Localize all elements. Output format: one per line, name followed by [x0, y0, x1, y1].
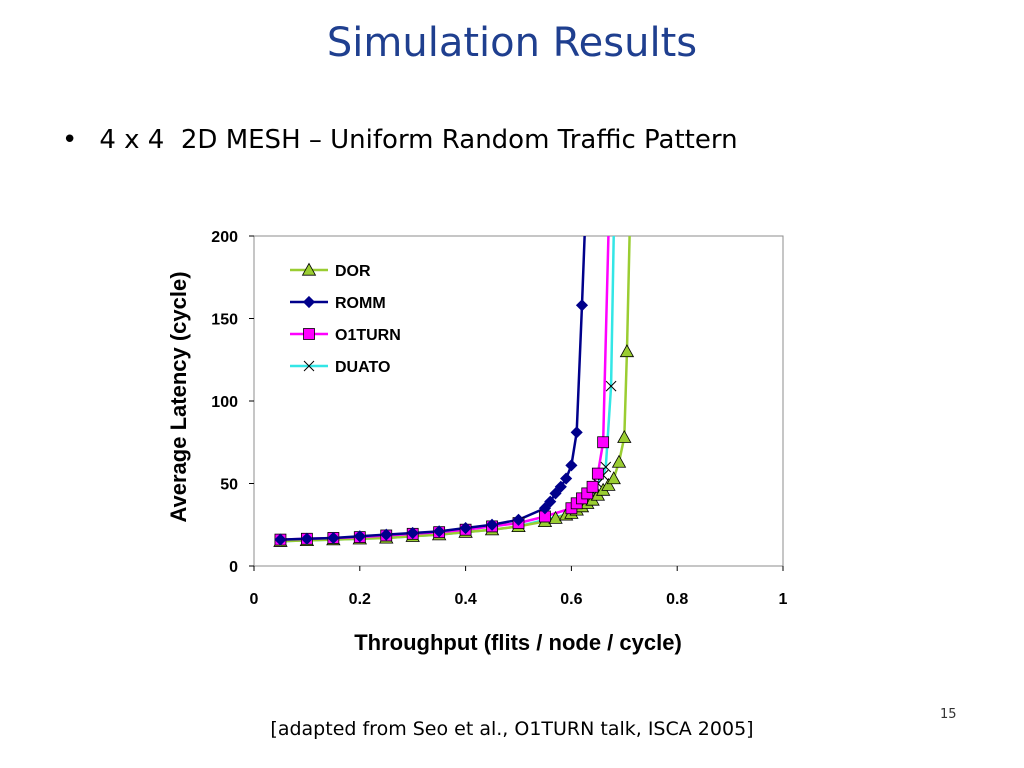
axes: 0 50 100 150 200 0 0.2 0.4 0.6 0.8 1	[211, 229, 787, 608]
x-axis-title: Throughput (flits / node / cycle)	[354, 630, 682, 655]
data-point-romm	[560, 472, 573, 485]
data-point-o1turn	[586, 480, 599, 493]
data-point-duato	[605, 380, 617, 392]
x-tick-label: 1	[779, 591, 788, 608]
legend-marker-o1turn	[303, 328, 315, 340]
data-point-o1turn	[591, 467, 604, 480]
data-point-dor	[601, 477, 616, 491]
source-caption: [adapted from Seo et al., O1TURN talk, I…	[270, 718, 754, 740]
y-tick-label: 150	[211, 312, 238, 329]
page-number: 15	[940, 707, 957, 722]
data-point-romm	[549, 487, 562, 500]
data-point-dor	[619, 344, 635, 358]
data-point-dor	[611, 454, 627, 468]
data-point-romm	[544, 495, 557, 508]
x-tick-label: 0.2	[349, 591, 371, 608]
data-point-romm	[433, 525, 446, 538]
data-point-romm	[565, 459, 578, 472]
y-tick-label: 200	[211, 229, 238, 246]
legend-label-o1turn: O1TURN	[335, 327, 401, 344]
data-point-romm	[538, 502, 552, 515]
latency-chart: 0 50 100 150 200 0 0.2 0.4 0.6 0.8 1 DOR ROMM O1TURN…	[166, 229, 788, 655]
data-point-dor	[606, 471, 621, 485]
x-tick-label: 0.6	[560, 591, 582, 608]
y-tick-label: 50	[220, 477, 238, 494]
x-tick-label: 0.8	[666, 591, 688, 608]
y-tick-label: 100	[211, 394, 238, 411]
data-point-romm	[512, 513, 525, 526]
legend-label-duato: DUATO	[335, 359, 390, 376]
legend-marker-duato	[303, 360, 315, 372]
x-tick-label: 0.4	[454, 591, 476, 608]
plot-area	[253, 235, 784, 567]
data-point-romm	[274, 533, 287, 546]
data-point-romm	[327, 531, 340, 545]
legend-marker-romm	[302, 295, 316, 309]
data-point-dor	[617, 429, 632, 443]
data-point-romm	[380, 528, 393, 541]
data-point-dor	[548, 510, 563, 524]
data-point-romm	[485, 518, 499, 531]
series-markers	[273, 299, 635, 547]
legend-label-dor: DOR	[335, 263, 371, 280]
data-point-o1turn	[597, 436, 610, 449]
data-point-romm	[353, 530, 366, 543]
bullet-item: • 4 x 4 2D MESH – Uniform Random Traffic …	[62, 125, 738, 155]
data-point-romm	[406, 526, 419, 540]
bullet-text: 4 x 4 2D MESH – Uniform Random Traffic P…	[99, 125, 738, 155]
y-axis-title: Average Latency (cycle)	[166, 271, 191, 522]
bullet-icon: •	[62, 125, 78, 155]
legend-label-romm: ROMM	[335, 295, 386, 312]
legend: DOR ROMM O1TURN DUATO	[290, 262, 401, 376]
y-tick-label: 0	[229, 559, 238, 576]
x-tick-label: 0	[250, 591, 259, 608]
data-point-romm	[575, 299, 589, 312]
data-point-romm	[459, 521, 472, 535]
data-point-romm	[300, 532, 313, 545]
data-point-romm	[554, 480, 567, 493]
legend-marker-dor	[301, 262, 317, 276]
slide-title: Simulation Results	[326, 20, 698, 66]
data-point-romm	[570, 426, 583, 439]
